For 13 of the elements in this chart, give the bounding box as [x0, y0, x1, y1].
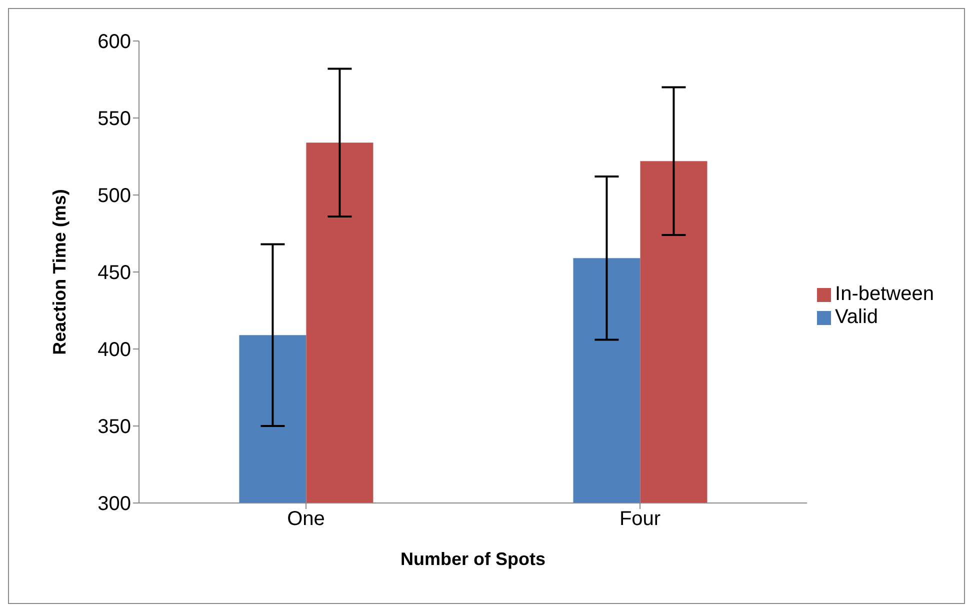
x-axis-title: Number of Spots: [400, 549, 546, 569]
x-tick-label: One: [287, 508, 325, 530]
y-tick-label: 600: [98, 31, 131, 54]
legend-label: Valid: [835, 306, 878, 328]
y-tick-label: 400: [98, 339, 131, 362]
y-tick-label: 550: [98, 108, 131, 130]
y-tick-label: 500: [98, 185, 131, 208]
y-tick-label: 300: [98, 493, 131, 516]
legend-label: In-between: [835, 283, 934, 305]
y-axis-title: Reaction Time (ms): [49, 189, 70, 355]
y-tick-label: 350: [98, 416, 131, 438]
x-tick-label: Four: [619, 508, 661, 530]
y-tick-label: 450: [98, 262, 131, 284]
